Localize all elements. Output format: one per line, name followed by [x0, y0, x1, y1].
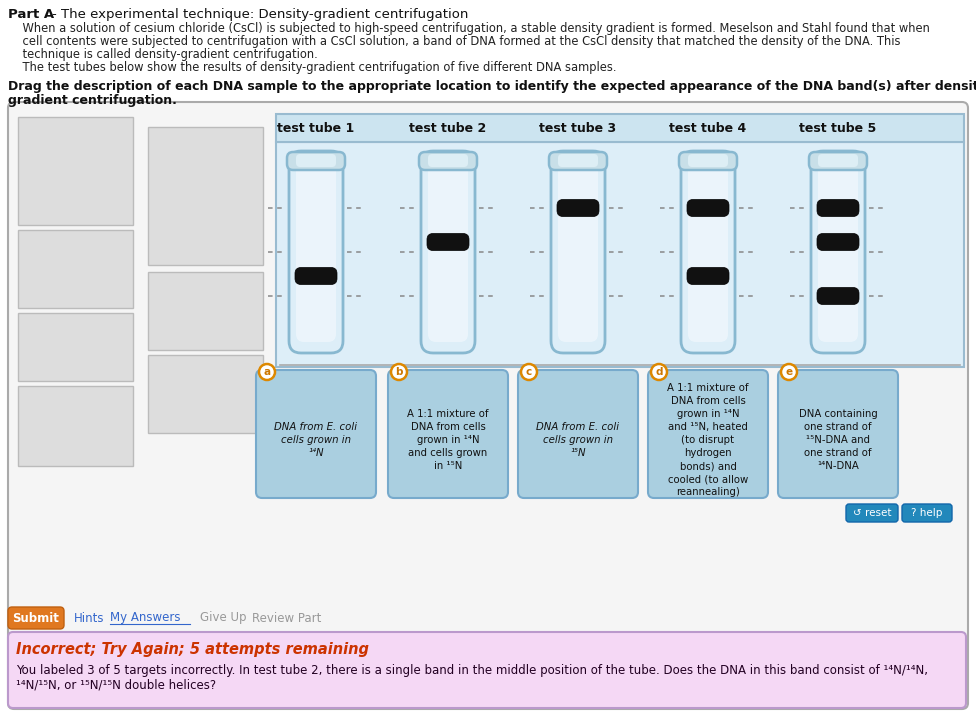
Circle shape [521, 364, 537, 380]
FancyBboxPatch shape [846, 504, 898, 522]
Bar [148, 272, 263, 350]
Circle shape [259, 364, 275, 380]
Text: Part A: Part A [8, 8, 54, 21]
FancyBboxPatch shape [296, 162, 336, 342]
Text: A 1:1 mixture of
DNA from cells
grown in ¹⁴N
and ¹⁵N, heated
(to disrupt
hydroge: A 1:1 mixture of DNA from cells grown in… [668, 383, 749, 497]
Bar [18, 386, 133, 466]
Text: test tube 5: test tube 5 [799, 121, 876, 135]
FancyBboxPatch shape [551, 151, 605, 353]
FancyBboxPatch shape [287, 152, 345, 170]
Circle shape [651, 364, 667, 380]
FancyBboxPatch shape [256, 370, 376, 498]
FancyBboxPatch shape [902, 504, 952, 522]
FancyBboxPatch shape [809, 152, 867, 170]
FancyBboxPatch shape [648, 370, 768, 498]
FancyBboxPatch shape [419, 152, 477, 170]
Text: ¹⁴N/¹⁵N, or ¹⁵N/¹⁵N double helices?: ¹⁴N/¹⁵N, or ¹⁵N/¹⁵N double helices? [16, 679, 216, 692]
Text: d: d [655, 367, 663, 377]
Bar [18, 313, 133, 381]
FancyBboxPatch shape [681, 151, 735, 353]
FancyBboxPatch shape [557, 199, 599, 217]
Text: DNA containing
one strand of
¹⁵N-DNA and
one strand of
¹⁴N-DNA: DNA containing one strand of ¹⁵N-DNA and… [798, 409, 877, 471]
Bar [276, 114, 964, 142]
FancyBboxPatch shape [428, 162, 468, 342]
FancyBboxPatch shape [688, 154, 728, 167]
FancyBboxPatch shape [8, 102, 968, 709]
Bar [148, 355, 263, 433]
Text: Review Part: Review Part [252, 612, 321, 625]
FancyBboxPatch shape [295, 267, 337, 285]
Text: The test tubes below show the results of density-gradient centrifugation of five: The test tubes below show the results of… [8, 61, 617, 74]
Text: b: b [395, 367, 403, 377]
Text: DNA from E. coli
cells grown in
¹⁵N: DNA from E. coli cells grown in ¹⁵N [537, 422, 620, 458]
Text: Drag the description of each DNA sample to the appropriate location to identify : Drag the description of each DNA sample … [8, 80, 976, 93]
Text: ↺ reset: ↺ reset [853, 508, 891, 518]
FancyBboxPatch shape [687, 199, 729, 217]
Text: technique is called density-gradient centrifugation.: technique is called density-gradient cen… [8, 48, 318, 61]
FancyBboxPatch shape [296, 154, 336, 167]
FancyBboxPatch shape [421, 151, 475, 353]
FancyBboxPatch shape [817, 199, 859, 217]
Text: e: e [786, 367, 793, 377]
FancyBboxPatch shape [428, 154, 468, 167]
Text: cell contents were subjected to centrifugation with a CsCl solution, a band of D: cell contents were subjected to centrifu… [8, 35, 901, 48]
Bar [276, 142, 964, 367]
FancyBboxPatch shape [8, 607, 64, 629]
FancyBboxPatch shape [679, 152, 737, 170]
Text: gradient centrifugation.: gradient centrifugation. [8, 94, 177, 107]
Text: DNA from E. coli
cells grown in
¹⁴N: DNA from E. coli cells grown in ¹⁴N [274, 422, 357, 458]
FancyBboxPatch shape [687, 267, 729, 285]
Text: My Answers: My Answers [110, 612, 181, 625]
Text: You labeled 3 of 5 targets incorrectly. In test tube 2, there is a single band i: You labeled 3 of 5 targets incorrectly. … [16, 664, 928, 677]
FancyBboxPatch shape [811, 151, 865, 353]
FancyBboxPatch shape [558, 154, 598, 167]
Text: Hints: Hints [74, 612, 104, 625]
FancyBboxPatch shape [427, 234, 469, 250]
Text: a: a [264, 367, 270, 377]
Text: When a solution of cesium chloride (CsCl) is subjected to high-speed centrifugat: When a solution of cesium chloride (CsCl… [8, 22, 930, 35]
FancyBboxPatch shape [289, 151, 343, 353]
Bar [18, 117, 133, 225]
Text: Give Up: Give Up [200, 612, 247, 625]
Bar [18, 230, 133, 308]
FancyBboxPatch shape [818, 162, 858, 342]
Text: c: c [526, 367, 532, 377]
FancyBboxPatch shape [8, 632, 966, 708]
Text: test tube 2: test tube 2 [409, 121, 487, 135]
Text: - The experimental technique: Density-gradient centrifugation: - The experimental technique: Density-gr… [52, 8, 468, 21]
FancyBboxPatch shape [778, 370, 898, 498]
FancyBboxPatch shape [558, 162, 598, 342]
Text: test tube 3: test tube 3 [540, 121, 617, 135]
Text: Incorrect; Try Again; 5 attempts remaining: Incorrect; Try Again; 5 attempts remaini… [16, 642, 369, 657]
Text: A 1:1 mixture of
DNA from cells
grown in ¹⁴N
and cells grown
in ¹⁵N: A 1:1 mixture of DNA from cells grown in… [407, 409, 489, 471]
FancyBboxPatch shape [817, 234, 859, 250]
FancyBboxPatch shape [817, 288, 859, 305]
Text: test tube 1: test tube 1 [277, 121, 354, 135]
Bar [148, 127, 263, 265]
Text: test tube 4: test tube 4 [670, 121, 747, 135]
Text: Submit: Submit [13, 612, 60, 625]
Circle shape [391, 364, 407, 380]
FancyBboxPatch shape [818, 154, 858, 167]
FancyBboxPatch shape [388, 370, 508, 498]
FancyBboxPatch shape [549, 152, 607, 170]
FancyBboxPatch shape [518, 370, 638, 498]
FancyBboxPatch shape [688, 162, 728, 342]
Circle shape [781, 364, 797, 380]
Text: ? help: ? help [912, 508, 943, 518]
